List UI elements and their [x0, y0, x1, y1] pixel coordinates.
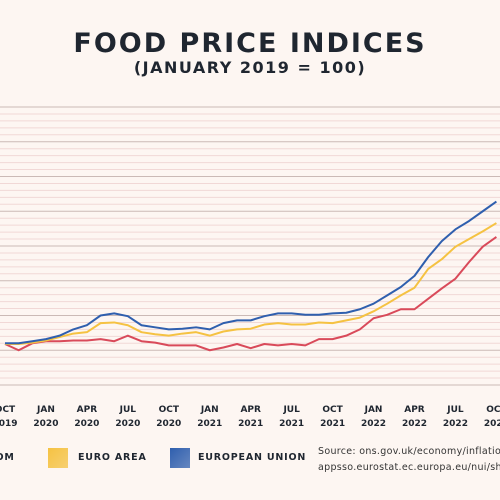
x-tick-label: APR 2022	[401, 405, 428, 429]
series-line	[5, 222, 497, 345]
source-text: appsso.eurostat.ec.europa.eu/nui/show.do	[318, 462, 500, 473]
chart-title: FOOD PRICE INDICES	[73, 28, 427, 59]
x-tick-label: JAN 2020	[33, 405, 59, 429]
x-tick-label: JUL 2021	[279, 405, 305, 429]
x-tick-label: OCT 2020	[156, 405, 182, 429]
x-tick-label: OCT 2021	[320, 405, 346, 429]
legend-swatch	[48, 448, 68, 468]
source-text: Source: ons.gov.uk/economy/inflationpric…	[318, 446, 500, 457]
x-tick-label: APR 2021	[238, 405, 264, 429]
x-tick-label: OCT 2022	[483, 405, 500, 429]
x-tick-label: OCT 2019	[0, 405, 18, 429]
legend-swatch	[170, 448, 190, 468]
legend-label: EUROPEAN UNION	[198, 452, 307, 463]
x-tick-label: JAN 2022	[361, 405, 387, 429]
legend-label: EURO AREA	[78, 452, 147, 463]
legend-label: UNITED KINGDOM	[0, 452, 15, 463]
x-tick-label: APR 2020	[74, 405, 100, 429]
series-line	[4, 236, 497, 352]
x-tick-label: JUL 2020	[115, 405, 141, 429]
chart-subtitle: (JANUARY 2019 = 100)	[133, 58, 367, 77]
x-tick-label: JAN 2021	[197, 405, 223, 429]
series-line	[5, 200, 497, 345]
x-tick-label: JUL 2022	[442, 405, 468, 429]
